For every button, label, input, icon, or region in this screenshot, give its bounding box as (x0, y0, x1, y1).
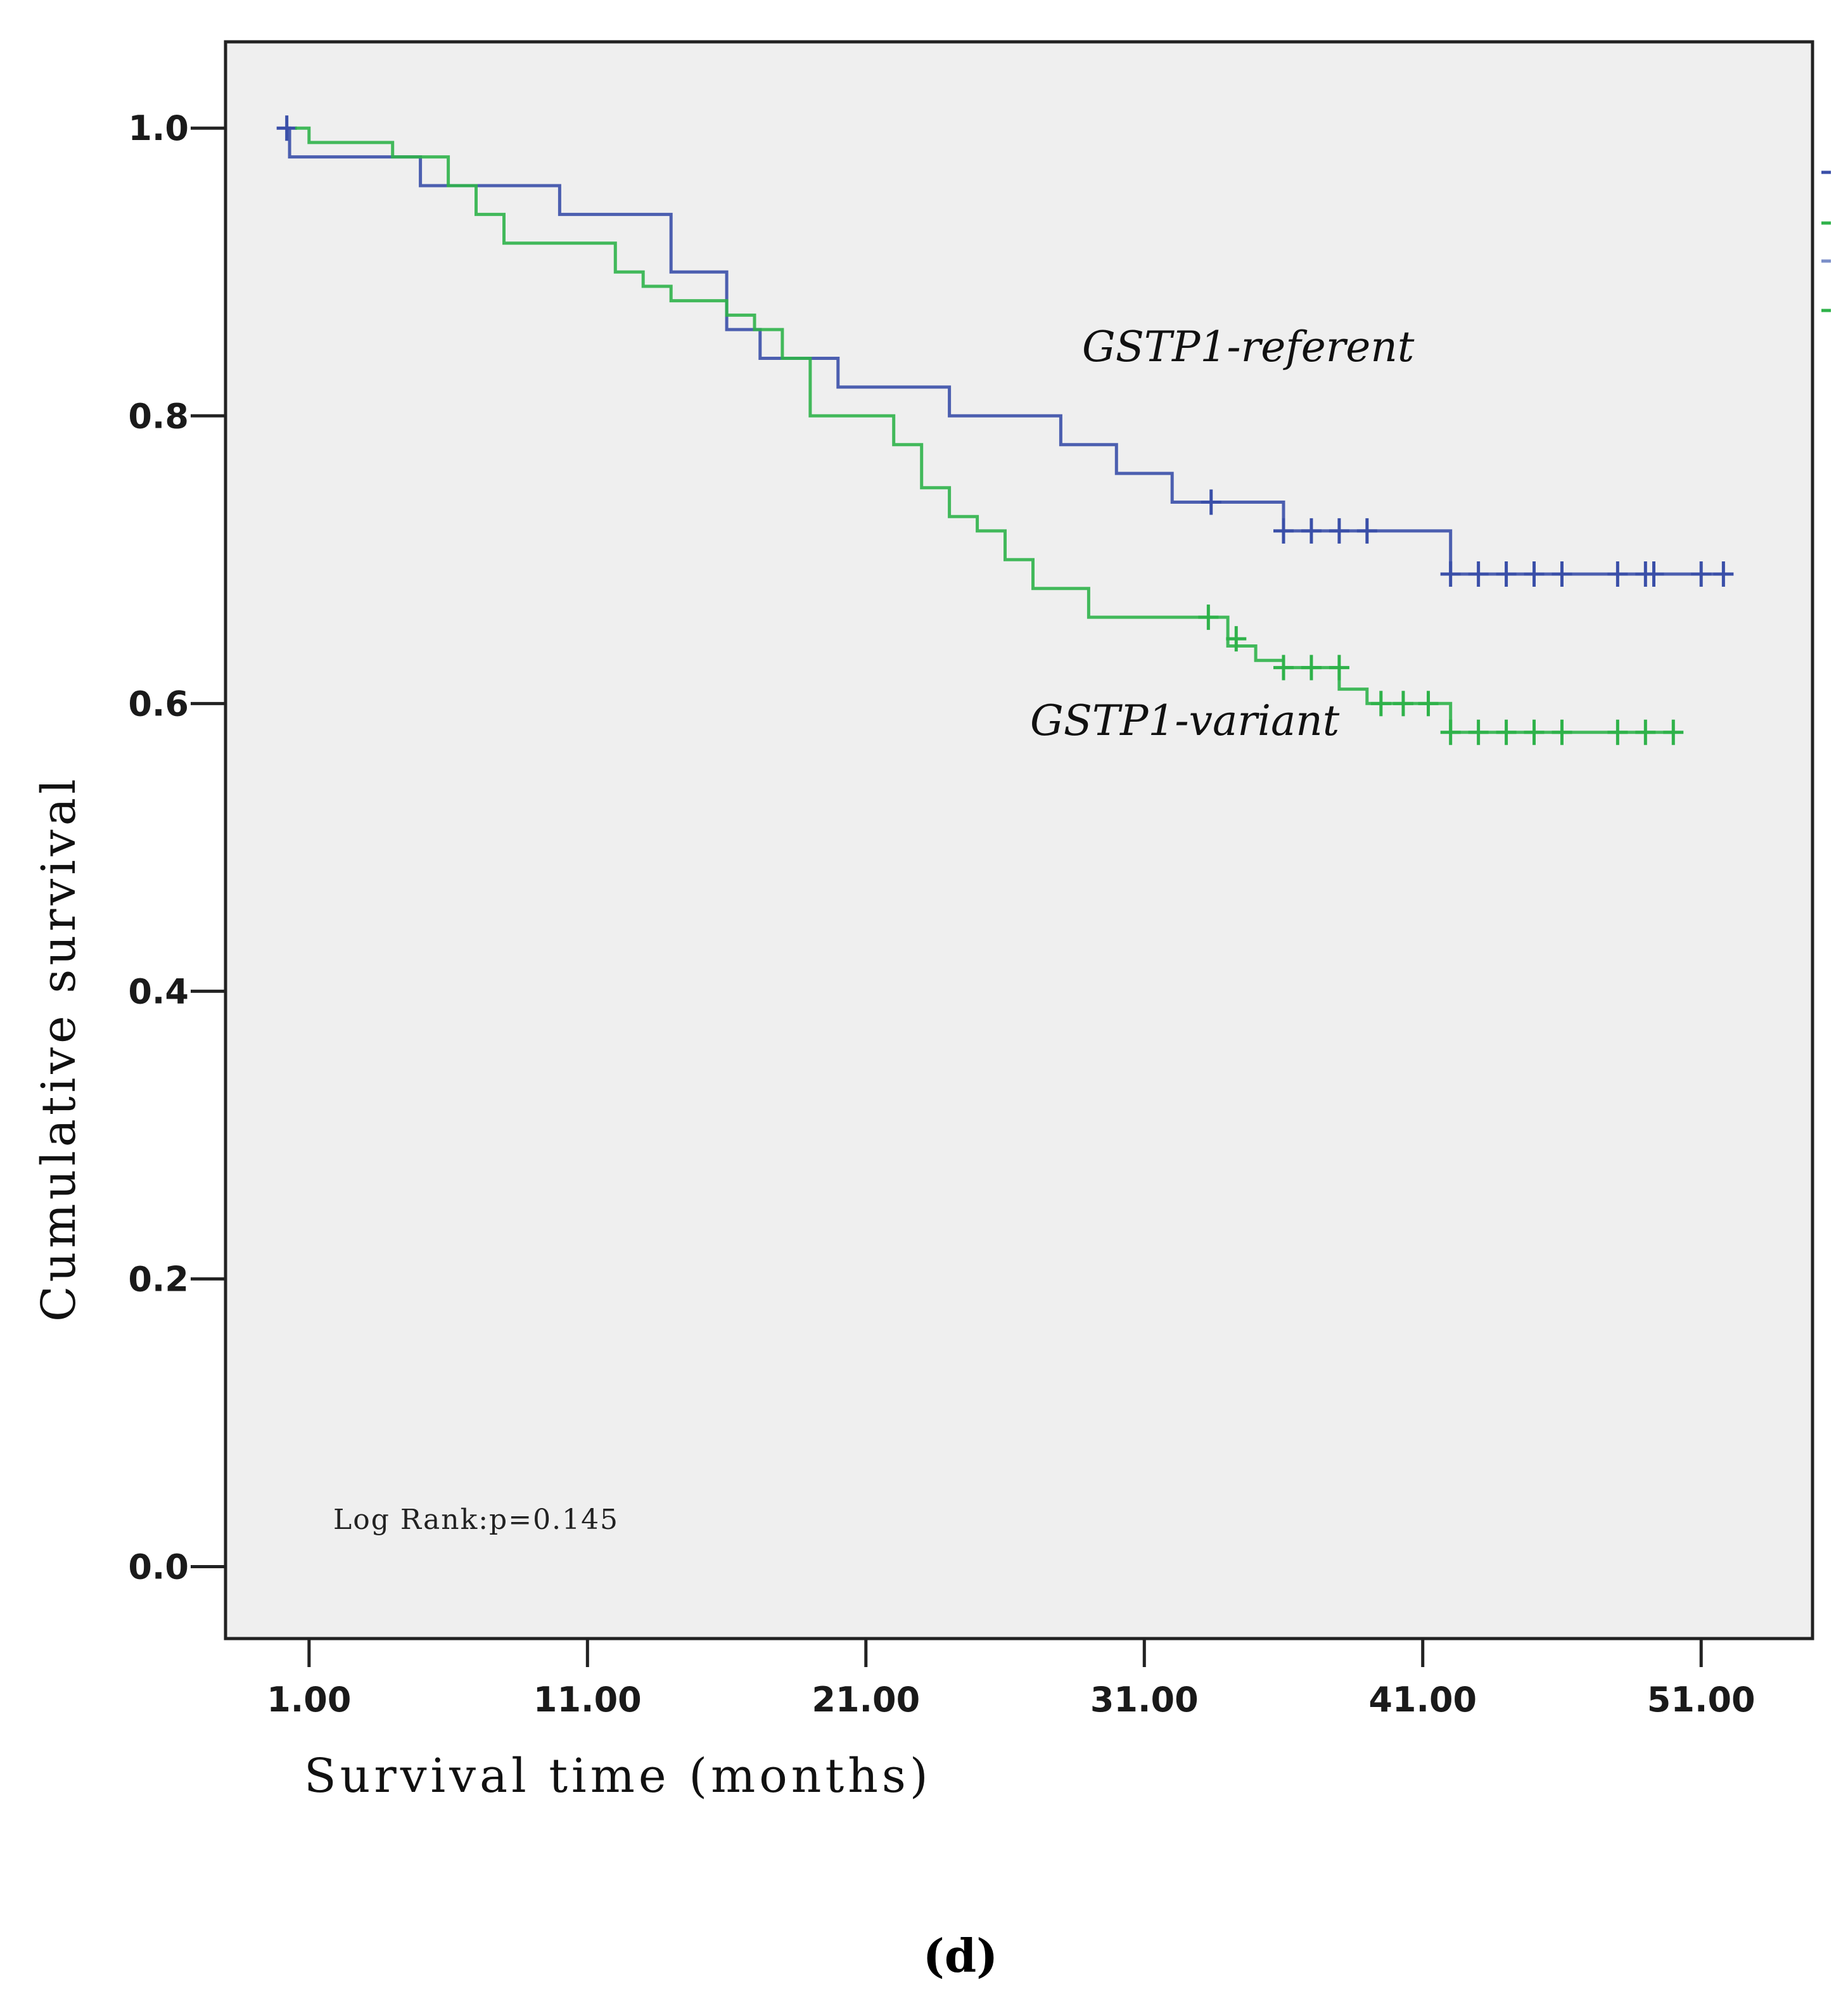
censor-mark-gstp1-variant-5 (1370, 691, 1391, 717)
x-tick-label-1: 11.00 (533, 1680, 642, 1720)
censor-mark-gstp1-referent-5 (1356, 518, 1377, 544)
x-tick-label-3: 31.00 (1090, 1680, 1199, 1720)
series-line-gstp1-variant (295, 126, 1674, 734)
x-tick-label-5: 51.00 (1647, 1680, 1756, 1720)
series-label-referent: GSTP1-referent (1082, 323, 1415, 371)
censor-mark-gstp1-variant-12 (1552, 719, 1572, 745)
y-tick-label-1: 0.2 (128, 1259, 189, 1299)
censor-mark-gstp1-referent-11 (1607, 561, 1628, 587)
y-tick-label-0: 0.0 (128, 1547, 189, 1587)
censor-mark-gstp1-variant-10 (1496, 719, 1517, 745)
censor-mark-gstp1-variant-4 (1329, 655, 1349, 681)
censor-mark-gstp1-referent-7 (1468, 561, 1489, 587)
log-rank-stat: Log Rank:p=0.145 (333, 1504, 619, 1536)
censor-mark-gstp1-variant-8 (1440, 719, 1461, 745)
legend-swatches (1821, 170, 1831, 312)
x-tick-label-4: 41.00 (1368, 1680, 1477, 1720)
censor-mark-gstp1-referent-6 (1440, 561, 1461, 587)
x-axis: 1.00 11.00 21.00 31.00 41.00 51.00 (267, 1639, 1756, 1720)
censor-mark-gstp1-referent-4 (1329, 518, 1349, 544)
plot-area-background (224, 40, 1814, 1640)
censor-mark-gstp1-variant-1 (1226, 626, 1247, 652)
panel-label: (d) (923, 1929, 998, 1983)
censor-mark-gstp1-variant-0 (1198, 604, 1219, 630)
y-tick-label-4: 0.8 (128, 396, 189, 436)
y-axis: 0.0 0.2 0.4 0.6 0.8 1.0 (128, 108, 226, 1587)
censor-mark-gstp1-variant-6 (1392, 691, 1413, 717)
y-tick-label-2: 0.4 (128, 971, 189, 1011)
censor-mark-gstp1-referent-8 (1496, 561, 1517, 587)
censor-mark-gstp1-referent-2 (1273, 518, 1294, 544)
x-tick-label-0: 1.00 (267, 1680, 351, 1720)
censor-mark-gstp1-variant-15 (1663, 719, 1684, 745)
censor-mark-gstp1-referent-13 (1643, 561, 1664, 587)
x-axis-label: Survival time (months) (304, 1749, 932, 1803)
censor-mark-gstp1-variant-3 (1301, 655, 1322, 681)
censor-mark-gstp1-referent-3 (1301, 518, 1322, 544)
censor-mark-gstp1-referent-14 (1691, 561, 1712, 587)
y-tick-label-3: 0.6 (128, 684, 189, 724)
censor-mark-gstp1-referent-10 (1552, 561, 1572, 587)
series-layer (276, 115, 1734, 745)
y-axis-label: Cumulative survival (32, 776, 86, 1322)
censor-mark-gstp1-variant-7 (1418, 691, 1439, 717)
censor-mark-gstp1-variant-14 (1635, 719, 1656, 745)
censor-mark-gstp1-referent-15 (1713, 561, 1734, 587)
censor-mark-gstp1-variant-11 (1524, 719, 1545, 745)
censor-mark-gstp1-variant-13 (1607, 719, 1628, 745)
series-label-variant: GSTP1-variant (1030, 696, 1340, 745)
censor-mark-gstp1-referent-1 (1201, 489, 1221, 515)
censor-mark-gstp1-variant-9 (1468, 719, 1489, 745)
x-tick-label-2: 21.00 (812, 1680, 920, 1720)
series-line-gstp1-referent (286, 126, 1716, 576)
censor-mark-gstp1-referent-0 (276, 115, 297, 141)
censor-mark-gstp1-referent-9 (1524, 561, 1545, 587)
y-tick-label-5: 1.0 (128, 108, 189, 148)
censor-mark-gstp1-variant-2 (1273, 655, 1294, 681)
